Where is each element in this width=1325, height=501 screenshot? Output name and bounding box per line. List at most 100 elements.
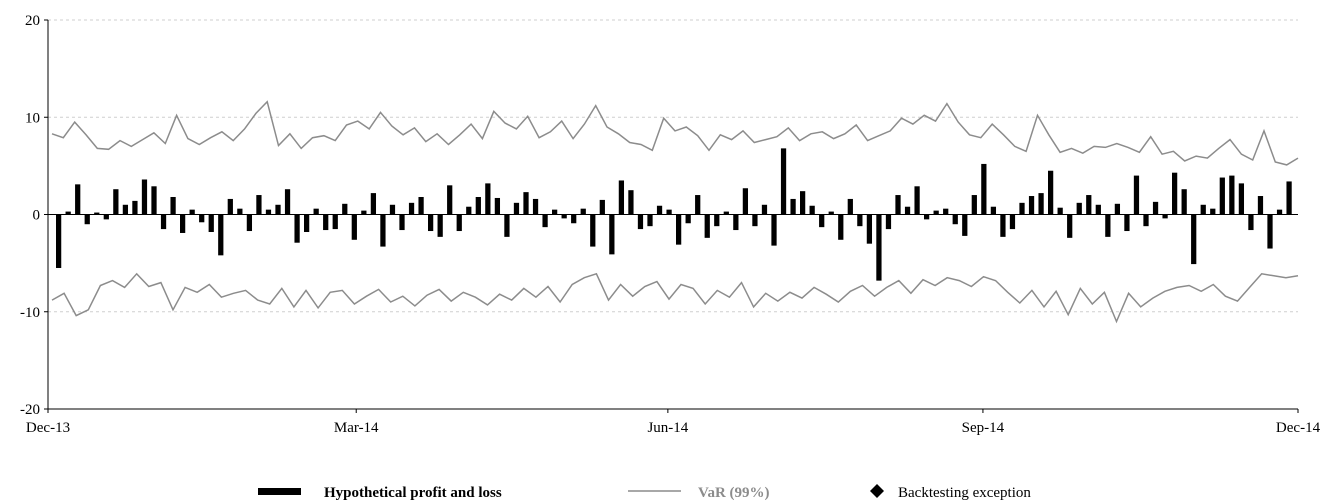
x-tick-label: Sep-14 xyxy=(962,420,1005,436)
pnl-bar xyxy=(647,214,653,227)
pnl-bar xyxy=(113,189,119,215)
pnl-bar xyxy=(132,200,138,215)
legend: Hypothetical profit and loss VaR (99%) B… xyxy=(258,484,1031,501)
pnl-bar xyxy=(952,214,958,225)
pnl-bar xyxy=(780,148,787,215)
pnl-bar xyxy=(1238,183,1245,215)
pnl-bar xyxy=(94,212,100,215)
pnl-bar xyxy=(1095,204,1101,215)
pnl-bar xyxy=(1124,214,1130,232)
pnl-bar xyxy=(876,214,882,281)
pnl-bar xyxy=(494,197,501,215)
pnl-bar xyxy=(56,214,62,268)
pnl-bar xyxy=(351,214,357,240)
pnl-bar xyxy=(418,196,424,215)
pnl-bar xyxy=(933,210,939,215)
pnl-bar xyxy=(800,191,806,215)
pnl-bar xyxy=(904,206,911,215)
axes xyxy=(44,19,1299,413)
pnl-bar xyxy=(1086,195,1092,215)
y-tick-label: 10 xyxy=(25,110,40,126)
pnl-bar xyxy=(1219,177,1225,215)
y-tick-label: 0 xyxy=(33,208,41,224)
pnl-bar xyxy=(1105,214,1111,237)
pnl-bar xyxy=(256,195,262,215)
pnl-bar xyxy=(304,214,310,233)
pnl-bar xyxy=(275,204,281,215)
pnl-bar xyxy=(1133,175,1140,215)
pnl-bar xyxy=(628,190,634,215)
pnl-bar xyxy=(1286,181,1292,215)
pnl-bar xyxy=(237,208,243,215)
pnl-bar xyxy=(857,214,863,227)
pnl-bar xyxy=(218,214,224,256)
pnl-bar xyxy=(246,214,253,232)
y-tick-labels: -20 -10 0 10 20 xyxy=(20,13,40,418)
pnl-bar xyxy=(990,206,997,215)
pnl-bar xyxy=(723,211,729,215)
pnl-bar xyxy=(265,209,272,215)
pnl-bar xyxy=(1200,204,1206,215)
pnl-bar xyxy=(761,204,768,215)
pnl-bar xyxy=(151,186,157,215)
pnl-bar xyxy=(609,214,615,255)
pnl-bar xyxy=(1038,193,1044,215)
pnl-bar xyxy=(914,186,920,215)
pnl-bar xyxy=(895,195,901,215)
pnl-bar xyxy=(84,214,90,225)
pnl-bar xyxy=(1229,175,1235,215)
pnl-bar xyxy=(428,214,434,232)
pnl-bar xyxy=(485,183,491,215)
pnl-bar xyxy=(924,214,930,220)
pnl-bar xyxy=(160,214,167,230)
pnl-bar xyxy=(1048,170,1054,215)
pnl-bar xyxy=(284,189,291,215)
pnl-bar xyxy=(981,163,987,215)
pnl-bar xyxy=(838,214,844,240)
legend-var-label: VaR (99%) xyxy=(698,485,770,501)
x-tick-label: Jun-14 xyxy=(647,420,688,436)
y-tick-label: -20 xyxy=(20,402,40,418)
pnl-bar xyxy=(1162,214,1168,219)
pnl-bar xyxy=(809,205,815,215)
pnl-bar xyxy=(370,193,377,215)
pnl-bar xyxy=(561,214,567,219)
pnl-bar xyxy=(695,195,701,215)
pnl-bar xyxy=(523,192,529,215)
pnl-bar xyxy=(408,202,415,215)
pnl-bar xyxy=(790,198,796,215)
pnl-bar xyxy=(1143,214,1149,227)
pnl-bar xyxy=(75,184,81,215)
pnl-bar xyxy=(342,203,348,215)
legend-exception-label: Backtesting exception xyxy=(898,485,1031,501)
pnl-bar xyxy=(122,204,129,215)
pnl-bar xyxy=(552,209,558,215)
pnl-bar xyxy=(437,214,443,237)
pnl-bar xyxy=(380,214,386,247)
pnl-bar xyxy=(1172,172,1178,215)
pnl-bar xyxy=(1267,214,1273,249)
pnl-bar xyxy=(456,214,462,232)
x-tick-label: Dec-14 xyxy=(1276,420,1321,436)
pnl-bar xyxy=(1210,208,1216,215)
pnl-bar xyxy=(819,214,825,228)
pnl-bar xyxy=(676,214,682,245)
pnl-bar xyxy=(332,214,338,230)
pnl-bar xyxy=(447,185,453,215)
pnl-bars xyxy=(56,148,1292,281)
pnl-bar xyxy=(1067,214,1073,238)
gridlines xyxy=(48,19,1298,313)
pnl-bar xyxy=(65,211,71,215)
pnl-bar xyxy=(1152,201,1159,215)
pnl-bar xyxy=(141,179,148,215)
pnl-bar xyxy=(313,208,319,215)
pnl-bar xyxy=(704,214,710,238)
pnl-bar xyxy=(199,214,205,223)
pnl-bar xyxy=(208,214,214,233)
pnl-bar xyxy=(323,214,329,231)
pnl-bar xyxy=(885,214,892,230)
y-tick-label: 20 xyxy=(25,13,40,29)
pnl-bar xyxy=(103,214,109,220)
y-tick-label: -10 xyxy=(20,305,40,321)
var-lower-line xyxy=(51,272,1299,324)
